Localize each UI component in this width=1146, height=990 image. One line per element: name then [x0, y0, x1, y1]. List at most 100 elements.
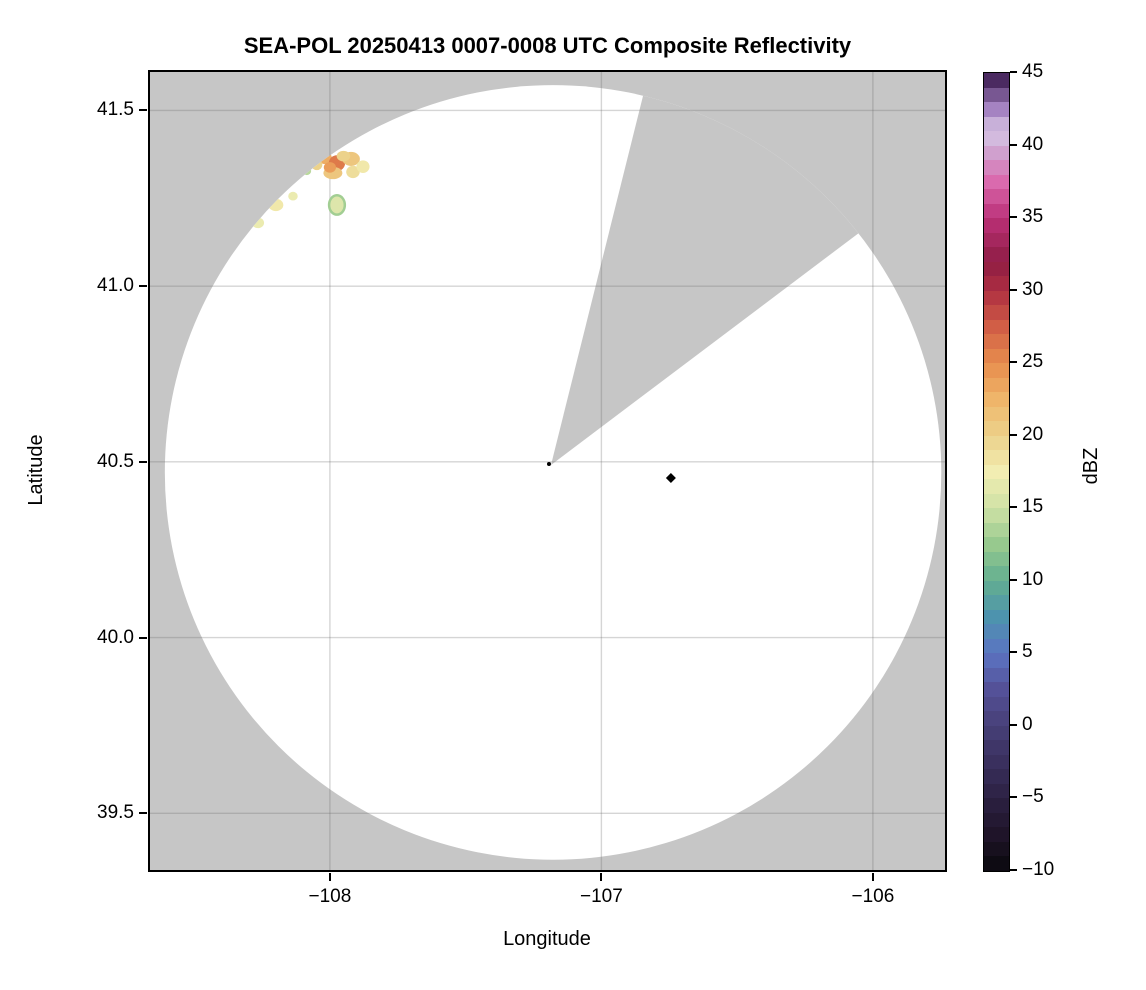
colorbar-band: [984, 131, 1009, 147]
colorbar-band: [984, 319, 1009, 335]
radar-site-marker: [546, 461, 551, 466]
colorbar-band: [984, 508, 1009, 524]
colorbar-band: [984, 696, 1009, 712]
colorbar-band: [984, 174, 1009, 190]
colorbar-band: [984, 740, 1009, 756]
colorbar-band: [984, 725, 1009, 741]
echo-cell: [356, 160, 370, 173]
y-tick-mark: [139, 285, 147, 288]
colorbar-band: [984, 638, 1009, 654]
colorbar-band: [984, 116, 1009, 132]
colorbar-tick-label: 0: [1022, 713, 1033, 735]
colorbar-tick-label: −10: [1022, 859, 1055, 880]
plot-frame: [148, 70, 947, 872]
radar-plot-area: [148, 70, 947, 872]
colorbar-band: [984, 218, 1009, 234]
colorbar-tick-label: −5: [1022, 786, 1044, 808]
x-tick-label: −107: [579, 886, 623, 907]
colorbar-band: [984, 537, 1009, 553]
colorbar-band: [984, 421, 1009, 437]
colorbar-band: [984, 392, 1009, 408]
colorbar-band: [984, 102, 1009, 118]
colorbar-band: [984, 551, 1009, 567]
colorbar-band: [984, 73, 1009, 89]
x-tick-label: −108: [308, 886, 352, 907]
colorbar-band: [984, 682, 1009, 698]
y-tick-label: 39.5: [97, 802, 134, 824]
colorbar-band: [984, 363, 1009, 379]
plot-title: SEA-POL 20250413 0007-0008 UTC Composite…: [243, 33, 852, 58]
colorbar-tick-mark: [1010, 143, 1017, 146]
colorbar-band: [984, 769, 1009, 785]
echo-cell: [346, 165, 360, 179]
colorbar-band: [984, 464, 1009, 480]
y-tick-label: 40.5: [97, 450, 134, 472]
site-marker-diamond: [665, 473, 676, 484]
colorbar-band: [984, 783, 1009, 800]
colorbar-band: [984, 479, 1009, 495]
colorbar-tick-label: 5: [1022, 641, 1033, 663]
echo-cell: [323, 162, 337, 173]
blocked-sector-wedge: [550, 85, 942, 465]
y-tick-label: 41.5: [97, 99, 134, 121]
echo-cell: [288, 191, 298, 201]
colorbar-tick-mark: [1010, 288, 1017, 291]
colorbar-band: [984, 334, 1009, 350]
colorbar-band: [984, 667, 1009, 683]
colorbar-band: [984, 522, 1009, 538]
y-tick-mark: [139, 636, 147, 639]
colorbar-tick-mark: [1010, 71, 1017, 73]
colorbar-tick-mark: [1010, 578, 1017, 581]
colorbar-tick-mark: [1010, 361, 1017, 364]
x-tick-label: −106: [851, 886, 895, 907]
colorbar-tick-label: 45: [1022, 61, 1044, 82]
colorbar-band: [984, 493, 1009, 509]
colorbar-tick-mark: [1010, 216, 1017, 219]
colorbar-band: [984, 798, 1009, 814]
x-tick-mark: [600, 873, 603, 881]
colorbar-band: [984, 406, 1009, 422]
y-tick-mark: [139, 460, 147, 463]
colorbar-tick-mark: [1010, 723, 1017, 726]
colorbar-tick-label: 35: [1022, 206, 1044, 228]
colorbar-band: [984, 595, 1009, 611]
colorbar-band: [984, 276, 1009, 292]
colorbar-band: [984, 841, 1009, 858]
colorbar-band: [984, 435, 1009, 451]
colorbar-tick-label: 25: [1022, 351, 1044, 373]
x-axis-label: Longitude: [503, 928, 591, 950]
colorbar-band: [984, 160, 1009, 176]
colorbar-band: [984, 87, 1009, 103]
y-tick-mark: [139, 109, 147, 112]
colorbar-band: [984, 653, 1009, 669]
colorbar-band: [984, 450, 1009, 466]
colorbar-band: [984, 348, 1009, 364]
colorbar-tick-label: 30: [1022, 278, 1044, 300]
colorbar-tick-mark: [1010, 869, 1017, 871]
colorbar-tick-mark: [1010, 651, 1017, 654]
colorbar-band: [984, 580, 1009, 596]
colorbar-band: [984, 377, 1009, 393]
y-tick-label: 40.0: [97, 626, 134, 648]
colorbar: [983, 72, 1010, 872]
colorbar-band: [984, 290, 1009, 306]
colorbar-tick-label: 40: [1022, 133, 1044, 155]
colorbar-band: [984, 305, 1009, 321]
y-tick-mark: [139, 812, 147, 815]
colorbar-band: [984, 232, 1009, 248]
colorbar-tick-mark: [1010, 796, 1017, 799]
colorbar-band: [984, 856, 1009, 871]
colorbar-band: [984, 711, 1009, 727]
colorbar-band: [984, 566, 1009, 582]
x-tick-mark: [871, 873, 874, 881]
colorbar-band: [984, 827, 1009, 843]
colorbar-band: [984, 812, 1009, 829]
x-tick-mark: [328, 873, 331, 881]
colorbar-band: [984, 624, 1009, 640]
y-tick-label: 41.0: [97, 275, 134, 297]
colorbar-tick-label: 20: [1022, 423, 1044, 445]
colorbar-band: [984, 203, 1009, 219]
echo-cell: [327, 194, 347, 216]
colorbar-band: [984, 261, 1009, 277]
